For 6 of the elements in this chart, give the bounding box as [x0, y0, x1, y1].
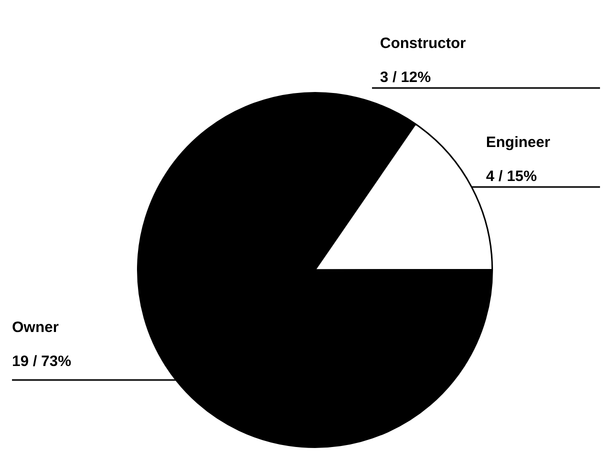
slice-label: Constructor	[380, 35, 466, 52]
slice-label: Owner	[12, 319, 59, 336]
data-label: 19 / 73%	[12, 353, 72, 370]
data-label: 4 / 15%	[486, 168, 537, 186]
slice-label: Engineer	[486, 134, 550, 152]
data-label: 3 / 12%	[380, 69, 431, 86]
